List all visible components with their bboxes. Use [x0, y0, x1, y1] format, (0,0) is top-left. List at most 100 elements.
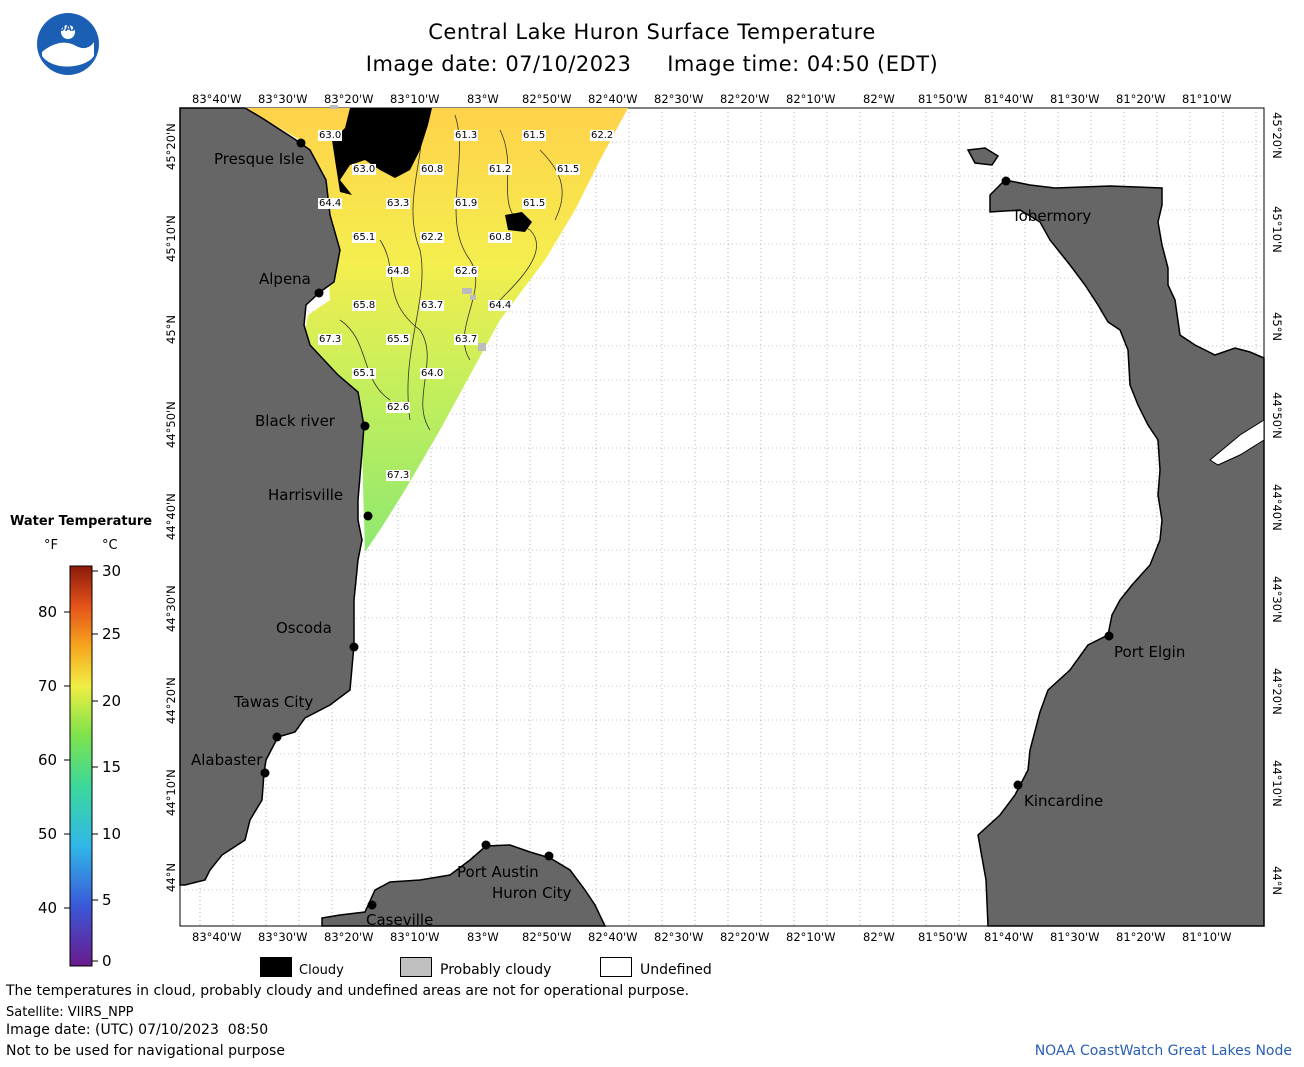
- temp-label: 61.2: [488, 164, 513, 175]
- land-thumb: [321, 844, 607, 927]
- lat-label-left: 44°N: [164, 863, 178, 892]
- temp-label: 63.3: [386, 198, 411, 209]
- colorbar-c-tick: 0: [102, 952, 112, 970]
- lat-label-left: 44°50'N: [164, 401, 178, 448]
- lon-label-top: 82°10'W: [786, 92, 836, 106]
- temp-label: 63.0: [352, 164, 377, 175]
- temp-label: 60.8: [488, 232, 513, 243]
- city-label-tobermory: Tobermory: [1012, 207, 1092, 225]
- footer-image-date-utc: Image date: (UTC) 07/10/2023 08:50: [6, 1022, 269, 1038]
- lon-label-top: 81°40'W: [984, 92, 1034, 106]
- lat-label-left: 44°10'N: [164, 769, 178, 816]
- lon-label-top: 83°W: [467, 92, 499, 106]
- colorbar-c-tick: 5: [102, 891, 112, 909]
- temp-label: 64.4: [488, 300, 513, 311]
- lon-label-bottom: 82°50'W: [522, 930, 572, 944]
- colorbar-c-tick: 25: [102, 625, 122, 643]
- lat-label-right: 45°20'N: [1270, 112, 1284, 159]
- legend-label-probably-cloudy: Probably cloudy: [440, 962, 552, 978]
- city-label-huron-city: Huron City: [492, 884, 572, 902]
- temp-label: 61.9: [454, 198, 479, 209]
- lat-label-right: 44°10'N: [1270, 760, 1284, 807]
- temp-label: 62.2: [590, 130, 615, 141]
- lat-label-right: 44°50'N: [1270, 392, 1284, 439]
- colorbar-scale: [69, 565, 93, 967]
- lon-label-bottom: 82°40'W: [588, 930, 638, 944]
- city-dots: [260, 138, 1114, 910]
- noaa-logo: NOAA: [36, 12, 100, 76]
- lat-label-right: 44°20'N: [1270, 668, 1284, 715]
- city-label-alpena: Alpena: [259, 270, 311, 288]
- lon-label-bottom: 82°20'W: [720, 930, 770, 944]
- temperature-swath: [245, 108, 628, 552]
- lon-label-bottom: 82°W: [863, 930, 895, 944]
- city-label-kincardine: Kincardine: [1024, 792, 1104, 810]
- colorbar-c-tick: 30: [102, 562, 122, 580]
- lon-label-bottom: 81°30'W: [1050, 930, 1100, 944]
- lon-label-top: 83°10'W: [390, 92, 440, 106]
- colorbar-unit-f: °F: [44, 538, 58, 553]
- colorbar-f-tick: 80: [38, 603, 58, 621]
- page-title: Central Lake Huron Surface Temperature: [428, 20, 876, 44]
- lon-label-bottom: 81°50'W: [918, 930, 968, 944]
- legend-swatch-cloudy: [260, 957, 292, 977]
- legend-label-cloudy: Cloudy: [299, 963, 344, 978]
- temp-label: 62.2: [420, 232, 445, 243]
- lon-label-top: 81°20'W: [1116, 92, 1166, 106]
- temp-label: 64.4: [318, 198, 343, 209]
- colorbar-f-tick: 60: [38, 751, 58, 769]
- colorbar-ticks: [64, 570, 98, 962]
- temp-label: 65.8: [352, 300, 377, 311]
- temp-label: 61.5: [522, 198, 547, 209]
- lat-label-right: 44°30'N: [1270, 576, 1284, 623]
- temp-label: 61.3: [454, 130, 479, 141]
- temp-label: 65.1: [352, 368, 377, 379]
- footer-navigation-warning: Not to be used for navigational purpose: [6, 1043, 285, 1059]
- lon-label-top: 81°30'W: [1050, 92, 1100, 106]
- lon-label-bottom: 81°20'W: [1116, 930, 1166, 944]
- city-label-oscoda: Oscoda: [276, 619, 332, 637]
- lon-label-bottom: 81°40'W: [984, 930, 1034, 944]
- footer-satellite: Satellite: VIIRS_NPP: [6, 1005, 134, 1020]
- lat-label-left: 45°20'N: [164, 123, 178, 170]
- city-label-port-elgin: Port Elgin: [1114, 643, 1186, 661]
- lon-label-top: 82°20'W: [720, 92, 770, 106]
- colorbar-c-tick: 15: [102, 758, 122, 776]
- colorbar-title: Water Temperature: [10, 514, 153, 529]
- lon-label-top: 82°W: [863, 92, 895, 106]
- image-date-time: Image date: 07/10/2023 Image time: 04:50…: [365, 52, 939, 76]
- legend-label-undefined: Undefined: [640, 962, 712, 978]
- lat-label-left: 44°40'N: [164, 493, 178, 540]
- footer-disclaimer: The temperatures in cloud, probably clou…: [6, 983, 690, 999]
- lon-label-bottom: 83°40'W: [192, 930, 242, 944]
- city-label-presque-isle: Presque Isle: [214, 150, 305, 168]
- legend-swatch-undefined: [600, 957, 632, 977]
- city-label-caseville: Caseville: [366, 911, 434, 929]
- city-label-port-austin: Port Austin: [457, 863, 539, 881]
- lat-label-right: 44°N: [1270, 866, 1284, 895]
- cloud-area: [332, 108, 432, 195]
- temp-label: 62.6: [454, 266, 479, 277]
- lon-label-top: 83°40'W: [192, 92, 242, 106]
- lon-label-bottom: 83°20'W: [324, 930, 374, 944]
- lon-label-top: 82°50'W: [522, 92, 572, 106]
- lon-label-top: 83°30'W: [258, 92, 308, 106]
- temp-label: 60.8: [420, 164, 445, 175]
- city-label-black-river: Black river: [255, 412, 335, 430]
- land-ontario: [977, 179, 1265, 927]
- temp-label: 65.1: [352, 232, 377, 243]
- lon-label-top: 82°30'W: [654, 92, 704, 106]
- temp-label: 65.5: [386, 334, 411, 345]
- noaa-logo-text: NOAA: [50, 24, 79, 34]
- temp-label: 61.5: [556, 164, 581, 175]
- lat-label-right: 45°10'N: [1270, 206, 1284, 253]
- lake-inlet-east: [1209, 419, 1265, 466]
- temp-label: 63.0: [318, 130, 343, 141]
- colorbar-f-tick: 40: [38, 899, 58, 917]
- temperature-contours: [339, 107, 563, 431]
- land-michigan: [179, 107, 365, 886]
- lon-label-bottom: 83°W: [467, 930, 499, 944]
- city-label-harrisville: Harrisville: [268, 486, 344, 504]
- lat-label-left: 45°N: [164, 315, 178, 344]
